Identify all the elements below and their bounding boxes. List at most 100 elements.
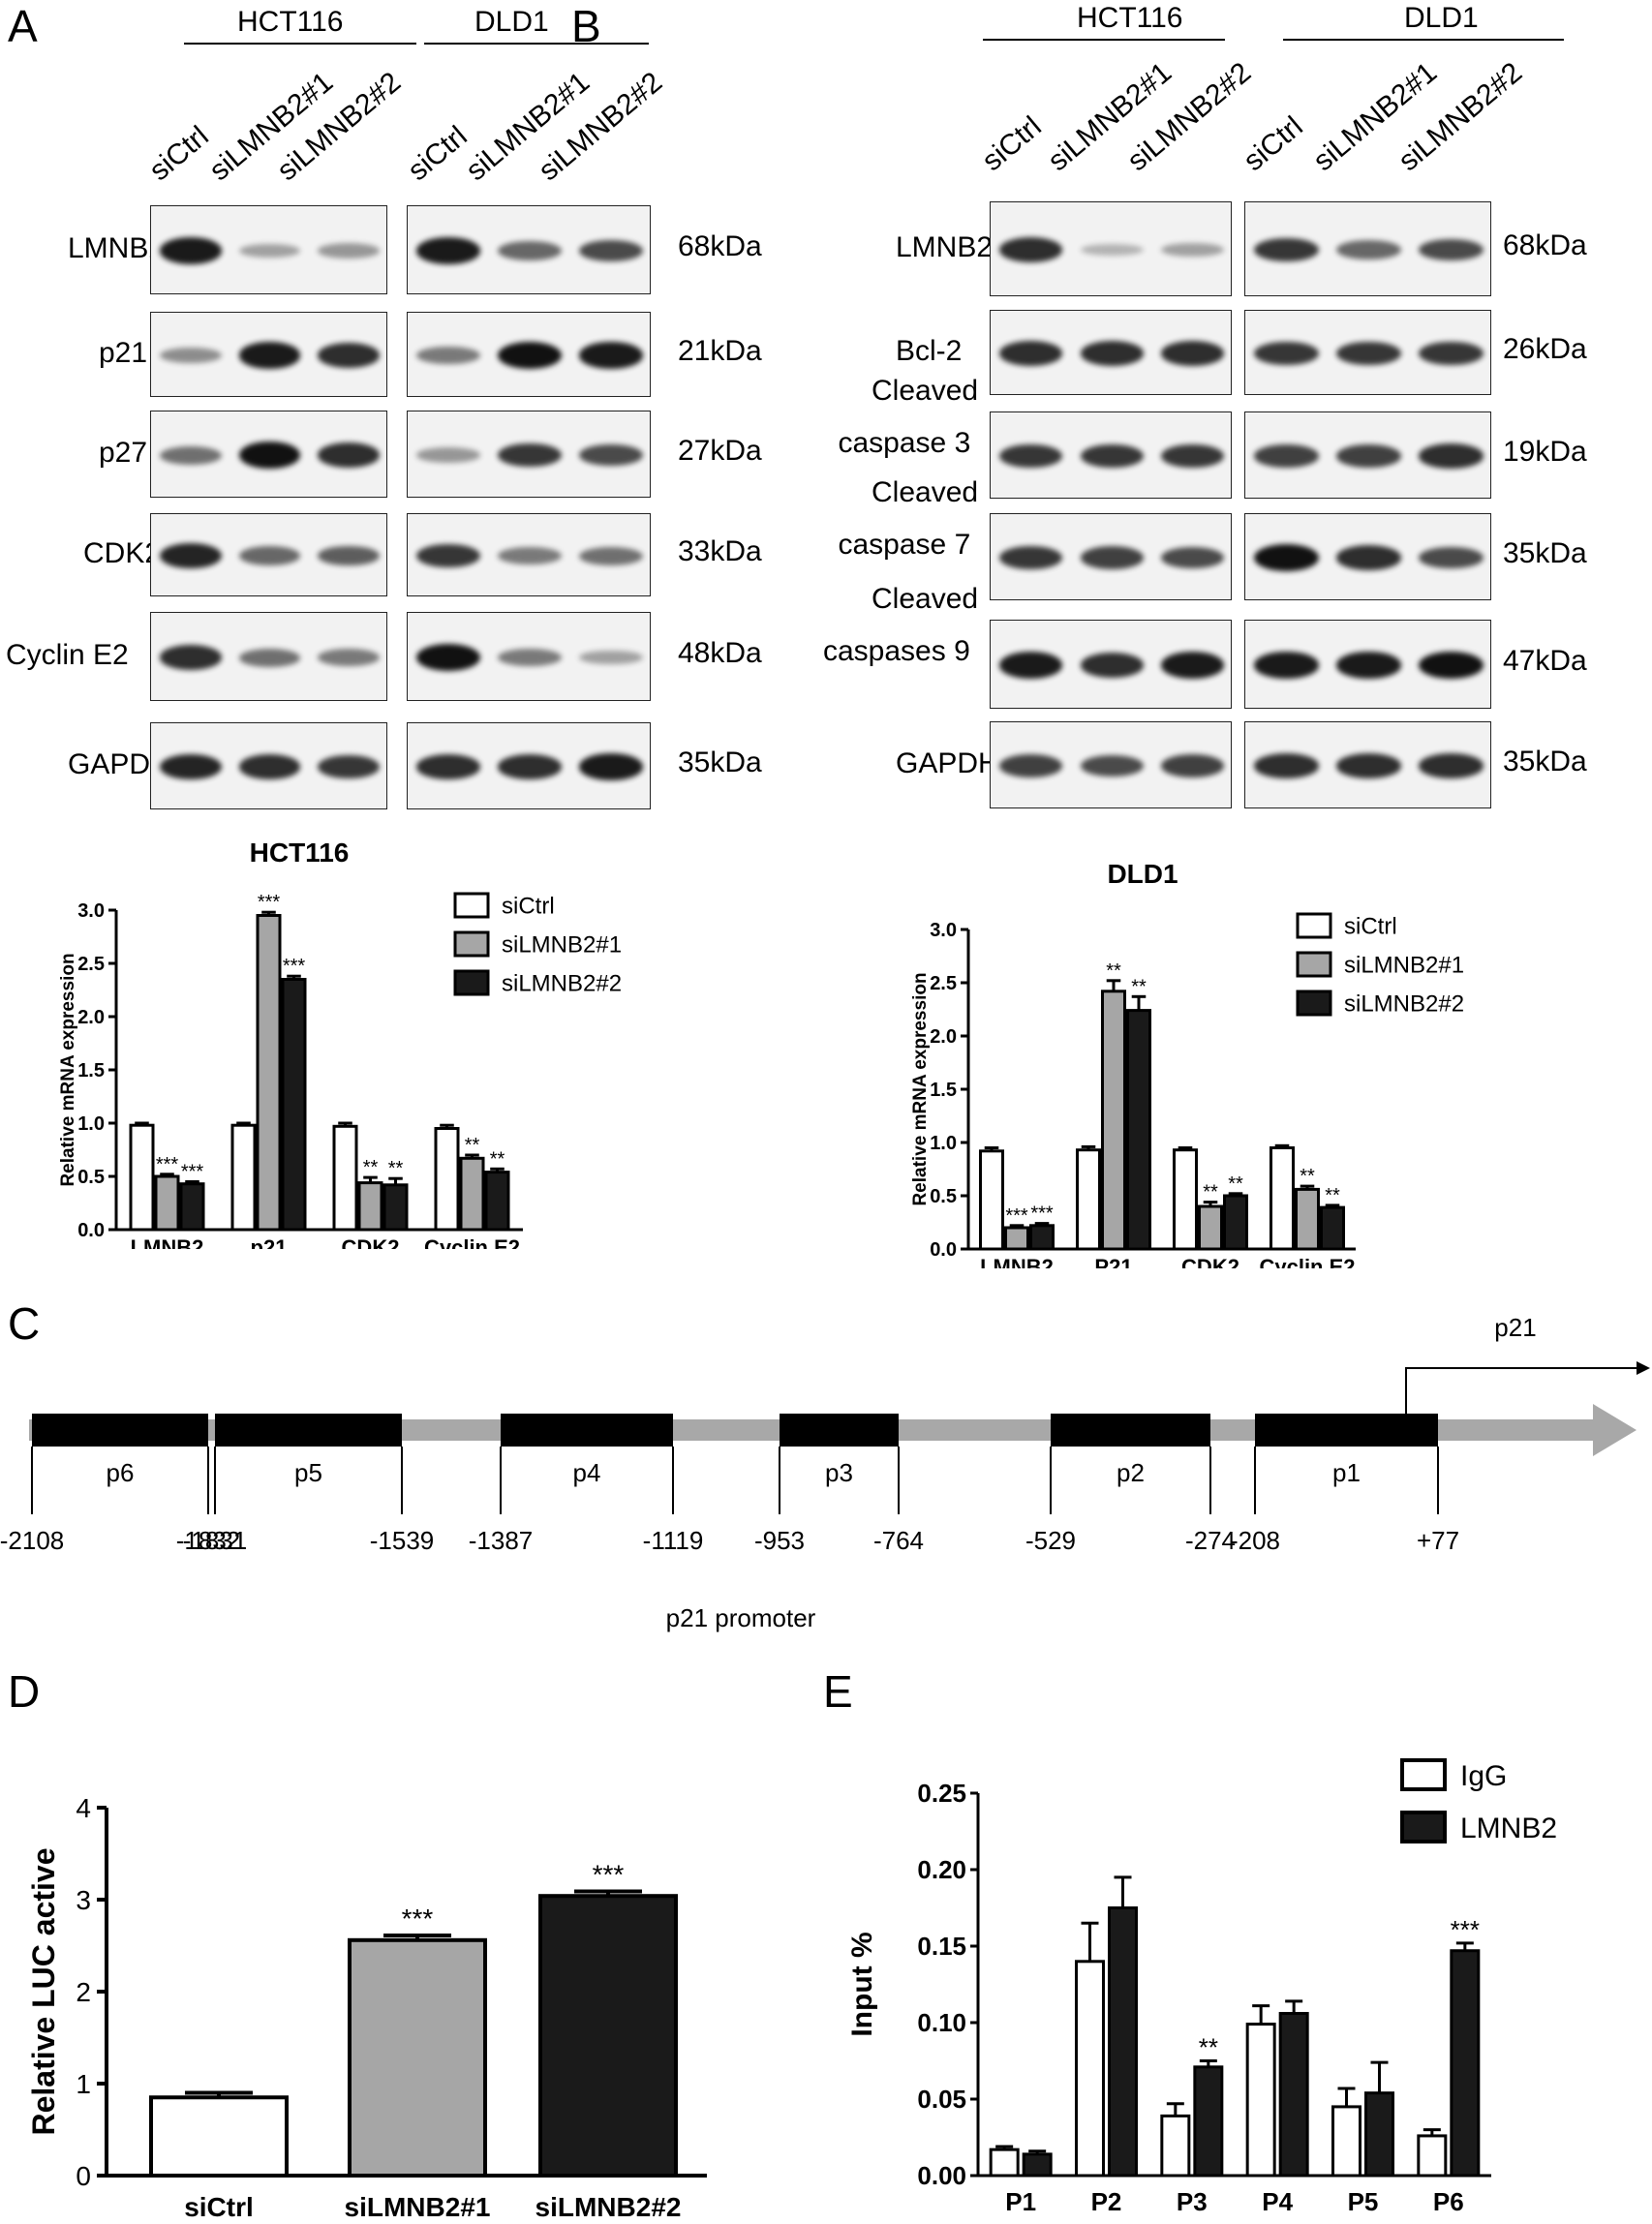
blot-band [579, 342, 643, 369]
bar [332, 1124, 358, 1232]
position-label: -764 [873, 1526, 924, 1555]
bar [179, 1182, 205, 1232]
blot-box [150, 205, 387, 294]
lane-label: siCtrl [976, 110, 1048, 178]
blot-band [1419, 238, 1484, 261]
promoter-fragment [1255, 1414, 1438, 1447]
bar [281, 978, 307, 1232]
blot-band [579, 650, 643, 665]
blot-box [990, 201, 1232, 296]
significance-label: ** [1228, 1173, 1243, 1195]
bar [1270, 1146, 1295, 1251]
protein-label: Cleaved [872, 476, 979, 508]
blot-band [498, 442, 562, 468]
y-tick-label: 0.0 [930, 1239, 957, 1261]
position-label: -1539 [370, 1526, 435, 1555]
blot-band [1080, 754, 1144, 777]
blot-band [1419, 546, 1484, 569]
panel-c-letter: C [8, 1298, 41, 1349]
bar [459, 1156, 485, 1232]
blot-box [150, 612, 387, 701]
bar [1160, 2114, 1191, 2178]
blot-box [1244, 513, 1491, 600]
significance-label: *** [283, 956, 306, 977]
x-tick-label: P21 [1094, 1255, 1132, 1268]
blot-box [990, 721, 1232, 808]
tss-arrowhead [1637, 1361, 1650, 1375]
bar [382, 1183, 409, 1232]
blot-band [318, 545, 380, 566]
bar [979, 1149, 1004, 1251]
bar [1245, 2023, 1276, 2178]
kda-label: 26kDa [1503, 333, 1587, 365]
y-tick-label: 3.0 [77, 900, 105, 922]
legend-swatch [1296, 951, 1332, 978]
blot-band [159, 645, 222, 670]
x-tick-label: P1 [1005, 2187, 1036, 2216]
promoter-fragment [215, 1414, 402, 1447]
significance-label: ** [1131, 976, 1147, 997]
y-tick-label: 1.5 [77, 1060, 105, 1082]
blot-band [1336, 545, 1401, 570]
blot-band [999, 443, 1063, 469]
protein-label: LMNB2 [68, 232, 166, 264]
blot-band [1254, 652, 1319, 679]
blot-band [1336, 240, 1401, 259]
blot-band [1080, 546, 1144, 569]
blot-box [1244, 620, 1491, 709]
x-tick-label: P6 [1433, 2187, 1464, 2216]
blot-box [150, 312, 387, 397]
position-label: -1387 [469, 1526, 534, 1555]
blot-band [238, 243, 301, 259]
blot-box [1244, 721, 1491, 808]
fragment-name: p3 [825, 1458, 853, 1487]
legend-label: siCtrl [1344, 913, 1397, 939]
blot-band [159, 445, 222, 465]
bar [538, 1894, 678, 2178]
y-axis-label: Relative mRNA expression [910, 972, 931, 1205]
blot-box [407, 722, 651, 809]
y-axis-label: Input % [846, 1932, 878, 2036]
blot-band [159, 753, 222, 780]
kda-label: 48kDa [678, 637, 762, 669]
blot-band [416, 346, 480, 365]
blot-box [1244, 201, 1491, 296]
position-label: +77 [1417, 1526, 1459, 1555]
legend-label: siCtrl [502, 893, 555, 919]
kda-label: 19kDa [1503, 436, 1587, 468]
group-label: DLD1 [1404, 2, 1479, 34]
blot-band [1254, 237, 1319, 262]
p21-promoter-diagram: p6 -2108 -1832 p5 -1831 -1539 p4 -1387 -1119 p3 -9… [0, 1317, 1650, 1632]
blot-band [498, 648, 562, 667]
protein-label: GAPDH [896, 747, 999, 779]
bar [484, 1171, 510, 1232]
blot-box [407, 312, 651, 397]
kda-label: 68kDa [1503, 229, 1587, 261]
bar [154, 1174, 180, 1232]
bar [1029, 1224, 1055, 1251]
significance-label: *** [593, 1859, 625, 1889]
kda-label: 47kDa [1503, 645, 1587, 677]
chart-title: HCT116 [250, 838, 350, 868]
significance-label: *** [1030, 1203, 1054, 1225]
x-tick-label: p21 [251, 1235, 288, 1249]
blot-box [990, 411, 1232, 499]
bar [230, 1123, 257, 1232]
blot-band [159, 347, 222, 364]
blot-box [990, 513, 1232, 600]
bar [348, 1937, 487, 2178]
kda-label: 35kDa [1503, 537, 1587, 569]
promoter-arrowhead [1593, 1404, 1637, 1456]
group-underline [184, 43, 416, 45]
blot-band [1080, 341, 1144, 366]
kda-label: 68kDa [678, 230, 762, 262]
bar [1223, 1194, 1248, 1251]
bar [1295, 1187, 1320, 1251]
bar [1004, 1226, 1029, 1251]
blot-band [318, 754, 380, 779]
blot-band [1336, 652, 1401, 679]
blot-band [579, 546, 643, 565]
blot-band [999, 754, 1063, 777]
blot-box [150, 722, 387, 809]
hct116-mrna-chart: HCT116 0.0 0.5 1.0 1.5 2.0 2.5 3.0 Relative mRNA… [58, 838, 622, 1249]
